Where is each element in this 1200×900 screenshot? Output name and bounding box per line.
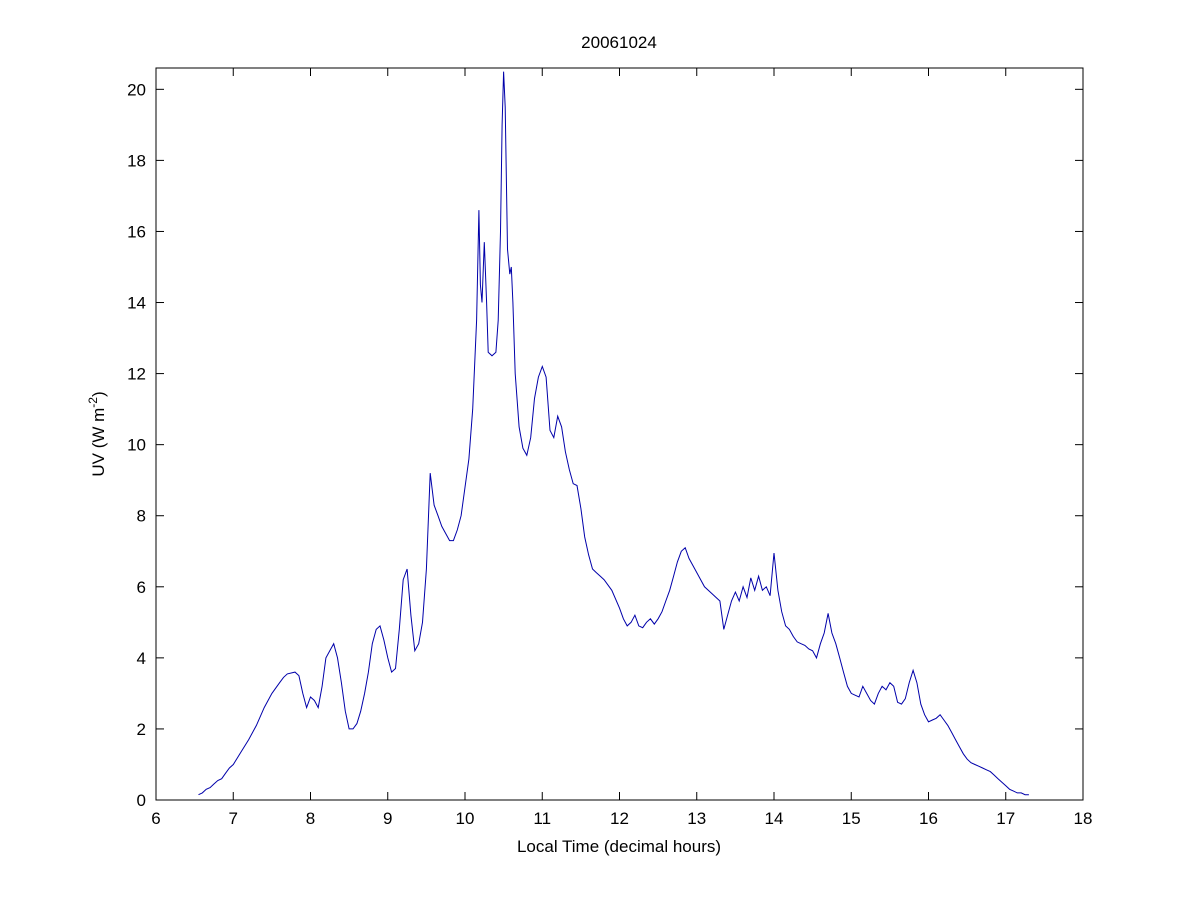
y-axis-label: UV (W m-2) (86, 391, 108, 476)
y-tick-label: 8 (137, 507, 146, 526)
y-tick-label: 14 (127, 294, 146, 313)
y-axis-label-close: ) (89, 391, 108, 397)
x-tick-label: 18 (1074, 809, 1093, 828)
y-tick-label: 6 (137, 578, 146, 597)
x-axis-ticks (155, 68, 1084, 800)
y-tick-label: 16 (127, 222, 146, 241)
plot-area-border (155, 67, 1084, 801)
x-tick-label: 16 (919, 809, 938, 828)
x-tick-label: 11 (533, 809, 551, 828)
x-tick-label: 12 (610, 809, 629, 828)
x-axis-tick-labels: 6 7 8 9 10 11 12 13 14 15 16 17 18 (151, 809, 1092, 828)
y-tick-label: 18 (127, 151, 146, 170)
x-tick-label: 17 (996, 809, 1015, 828)
x-tick-label: 8 (306, 809, 315, 828)
y-tick-label: 2 (137, 720, 146, 739)
uv-line-series (198, 71, 1029, 796)
y-axis-tick-labels: 0 2 4 6 8 10 12 14 16 18 20 (127, 80, 146, 810)
x-tick-label: 10 (456, 809, 475, 828)
x-tick-label: 6 (151, 809, 160, 828)
chart-title: 20061024 (581, 33, 657, 52)
x-tick-label: 15 (842, 809, 861, 828)
x-tick-label: 9 (383, 809, 392, 828)
y-axis-ticks (156, 88, 1083, 801)
y-tick-label: 4 (137, 649, 146, 668)
x-tick-label: 7 (229, 809, 238, 828)
y-tick-label: 0 (137, 791, 146, 810)
y-tick-label: 12 (127, 365, 146, 384)
x-tick-label: 14 (765, 809, 784, 828)
y-axis-label-superscript: -2 (86, 397, 100, 408)
y-tick-label: 10 (127, 436, 146, 455)
x-tick-label: 13 (687, 809, 706, 828)
y-axis-label-main: UV (W m (89, 408, 108, 477)
y-tick-label: 20 (127, 80, 146, 99)
x-axis-label: Local Time (decimal hours) (517, 837, 721, 856)
